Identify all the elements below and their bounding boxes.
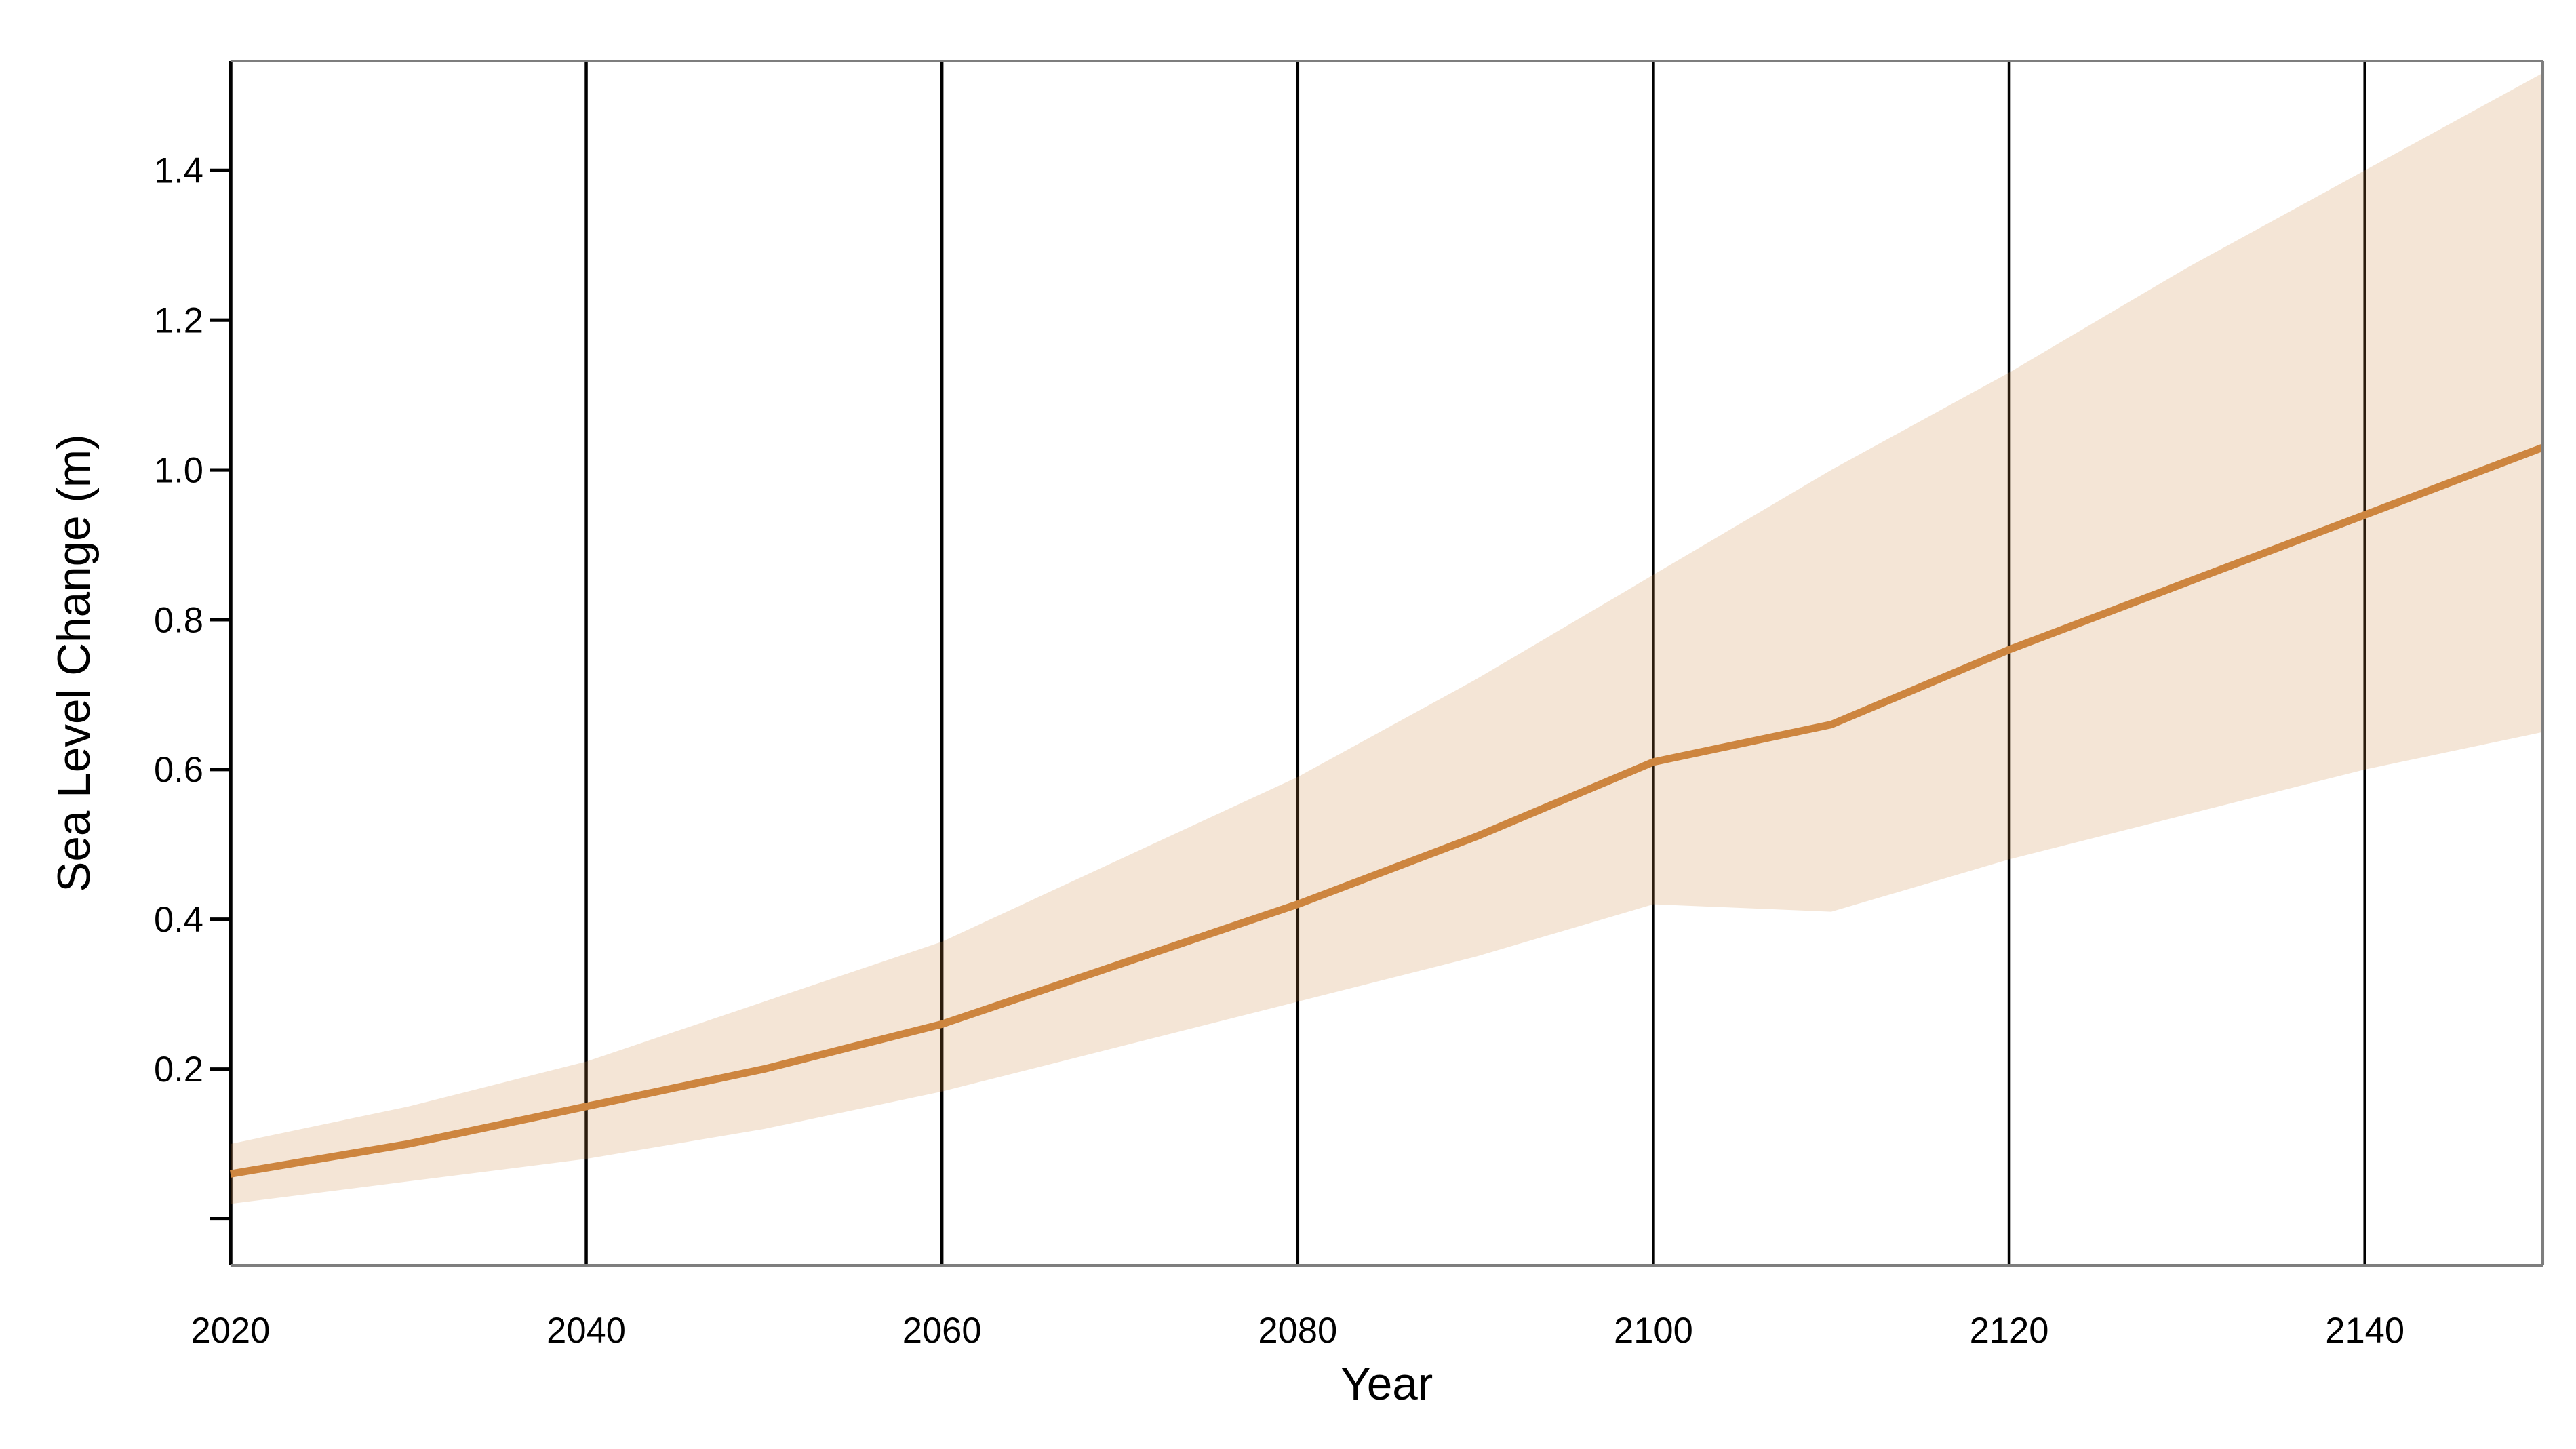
plot-border-spines [230, 59, 2545, 1267]
x-axis-title: Year [1341, 1359, 1433, 1410]
y-tick-label-1.4: 1.4 [154, 151, 203, 191]
x-tick-label-2100: 2100 [1614, 1311, 1693, 1351]
y-tick-label-0.4: 0.4 [154, 900, 203, 940]
y-axis-title: Sea Level Change (m) [49, 434, 100, 892]
y-axis [210, 60, 233, 1265]
x-tick-label-2020: 2020 [191, 1311, 271, 1351]
tick-labels: 0.2 0.4 0.6 0.8 1.0 1.2 1.4 2020 2040 2060 2080 210… [154, 151, 2404, 1351]
x-tick-label-2060: 2060 [903, 1311, 982, 1351]
y-tick-label-1.0: 1.0 [154, 450, 203, 490]
y-tick-label-1.2: 1.2 [154, 301, 203, 341]
x-tick-label-2080: 2080 [1258, 1311, 1337, 1351]
x-tick-label-2140: 2140 [2325, 1311, 2404, 1351]
x-tick-label-2040: 2040 [547, 1311, 626, 1351]
uncertainty-band-layer [230, 73, 2543, 1204]
median-line [229, 443, 2544, 1178]
vertical-gridlines [229, 60, 2366, 1265]
uncertainty-band [230, 73, 2543, 1204]
y-tick-label-0.8: 0.8 [154, 600, 203, 640]
y-tick-label-0.2: 0.2 [154, 1050, 203, 1090]
x-tick-label-2120: 2120 [1970, 1311, 2049, 1351]
y-tick-label-0.6: 0.6 [154, 750, 203, 790]
median-line-layer [229, 443, 2544, 1178]
